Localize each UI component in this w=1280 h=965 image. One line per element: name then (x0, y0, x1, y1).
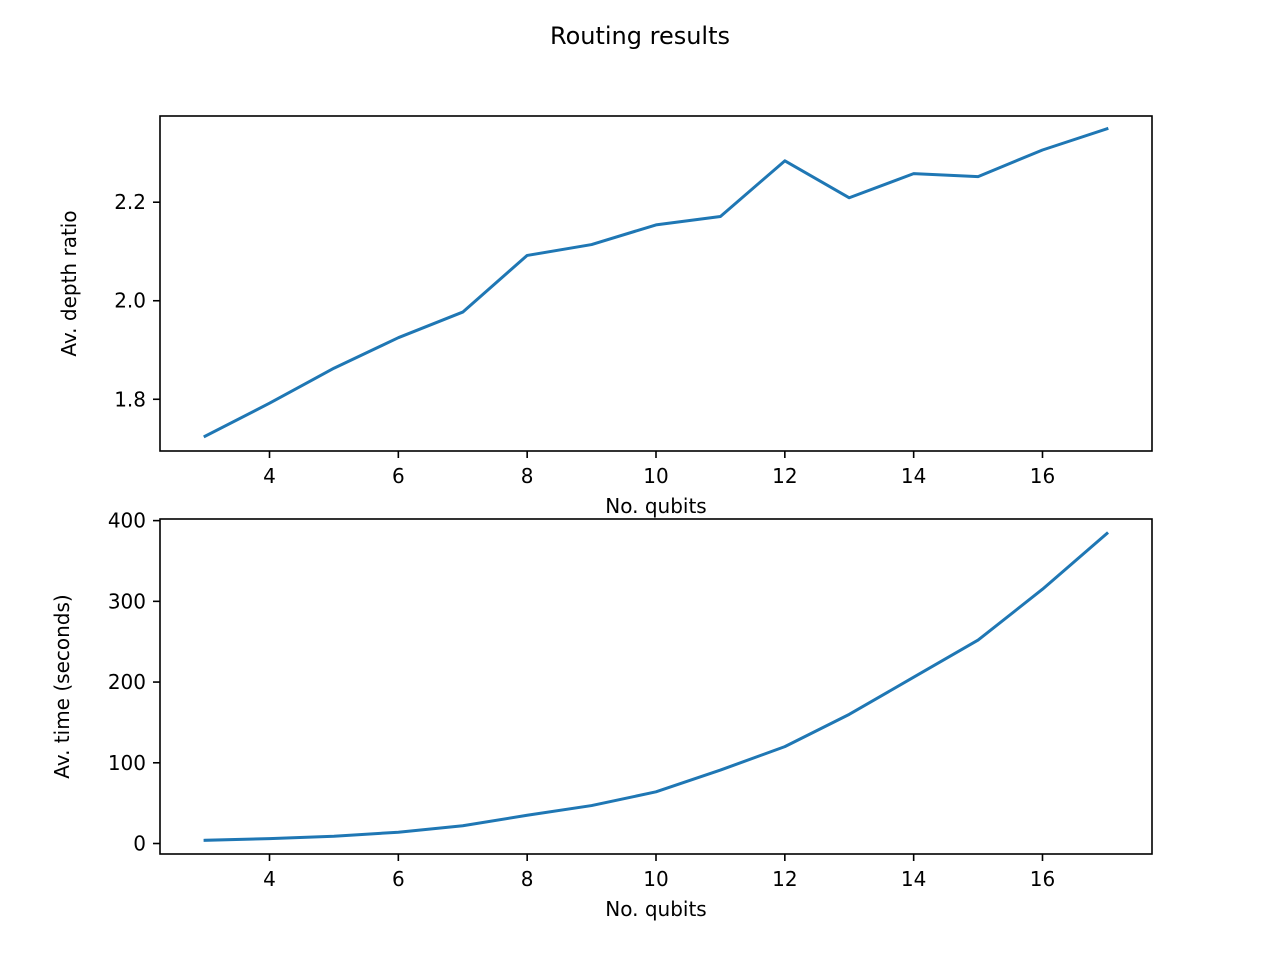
y-tick-label: 400 (108, 509, 146, 533)
figure-title: Routing results (550, 22, 730, 50)
y-tick-label: 2.0 (114, 289, 146, 313)
y-axis-label: Av. depth ratio (57, 210, 81, 356)
axes-background (160, 519, 1152, 854)
x-tick-label: 8 (521, 867, 534, 891)
y-tick-label: 0 (133, 832, 146, 856)
y-tick-label: 1.8 (114, 387, 146, 411)
x-tick-label: 4 (263, 867, 276, 891)
x-tick-label: 6 (392, 464, 405, 488)
x-tick-label: 4 (263, 464, 276, 488)
x-tick-label: 10 (643, 464, 668, 488)
x-tick-label: 14 (901, 464, 926, 488)
x-tick-label: 10 (643, 867, 668, 891)
x-axis-label: No. qubits (605, 494, 706, 518)
y-tick-label: 2.2 (114, 190, 146, 214)
y-axis-label: Av. time (seconds) (50, 594, 74, 778)
x-tick-label: 14 (901, 867, 926, 891)
x-tick-label: 8 (521, 464, 534, 488)
y-tick-label: 200 (108, 670, 146, 694)
x-tick-label: 16 (1030, 464, 1055, 488)
x-tick-label: 6 (392, 867, 405, 891)
x-axis-label: No. qubits (605, 897, 706, 921)
x-tick-label: 12 (772, 867, 797, 891)
x-tick-label: 12 (772, 464, 797, 488)
y-tick-label: 100 (108, 751, 146, 775)
y-tick-label: 300 (108, 589, 146, 613)
x-tick-label: 16 (1030, 867, 1055, 891)
